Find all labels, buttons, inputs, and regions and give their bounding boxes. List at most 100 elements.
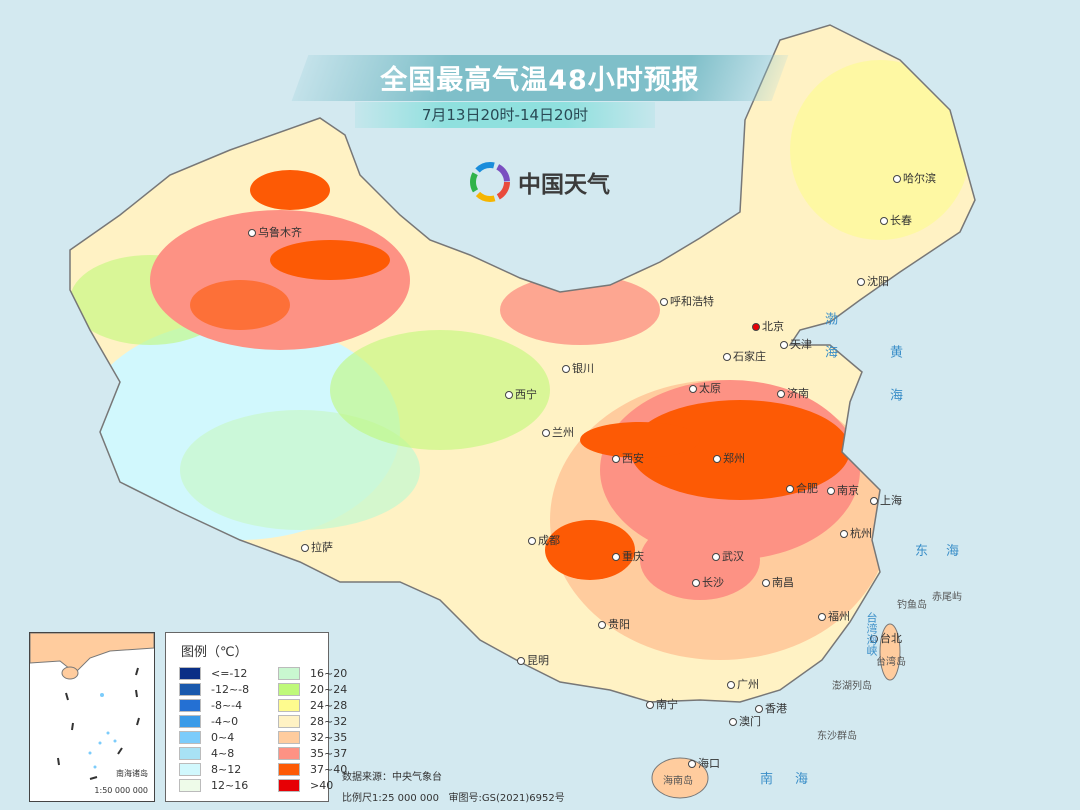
city-marker-icon xyxy=(777,390,785,398)
sea-label: 台湾海峡 xyxy=(865,612,878,656)
legend-swatch xyxy=(179,731,201,744)
city-name: 海口 xyxy=(698,757,720,770)
legend-label: 8~12 xyxy=(211,763,242,776)
city-label: 北京 xyxy=(752,318,784,334)
inner-mongolia-hot-zone xyxy=(500,275,660,345)
city-label: 长春 xyxy=(880,212,912,228)
legend-item: >40 xyxy=(278,779,333,792)
data-source: 数据来源：中央气象台 xyxy=(342,772,442,783)
city-marker-icon xyxy=(660,298,668,306)
inset-scale: 1:50 000 000 xyxy=(94,786,148,795)
legend-swatch xyxy=(278,731,300,744)
city-marker-icon xyxy=(870,635,878,643)
city-marker-icon xyxy=(562,365,570,373)
city-name: 西宁 xyxy=(515,388,537,401)
city-marker-icon xyxy=(818,613,826,621)
city-name: 重庆 xyxy=(622,550,644,563)
logo-text: 中国天气 xyxy=(518,172,610,198)
legend-item: -12~-8 xyxy=(179,683,249,696)
henan-very-hot-zone xyxy=(630,400,850,500)
city-marker-icon xyxy=(840,530,848,538)
city-name: 上海 xyxy=(880,494,902,507)
legend-label: -4~0 xyxy=(211,715,239,728)
legend-item: 32~35 xyxy=(278,731,347,744)
city-label: 杭州 xyxy=(840,525,872,541)
city-label: 合肥 xyxy=(786,480,818,496)
city-name: 香港 xyxy=(765,702,787,715)
legend-item: 20~24 xyxy=(278,683,347,696)
sichuan-hot-zone xyxy=(545,520,635,580)
city-marker-icon xyxy=(713,455,721,463)
city-name: 长沙 xyxy=(702,576,724,589)
city-name: 武汉 xyxy=(722,550,744,563)
city-label: 昆明 xyxy=(517,652,549,668)
city-marker-icon xyxy=(780,341,788,349)
city-name: 南昌 xyxy=(772,576,794,589)
legend-swatch xyxy=(179,667,201,680)
legend-label: 32~35 xyxy=(310,731,348,744)
city-name: 郑州 xyxy=(723,452,745,465)
legend: 图例（℃） <=-12 -12~-8 -8~-4 -4~0 0~4 4~8 8~12 12~1… xyxy=(165,632,347,802)
city-label: 太原 xyxy=(689,380,721,396)
city-name: 石家庄 xyxy=(733,350,766,363)
legend-item: 0~4 xyxy=(179,731,234,744)
subtitle-band xyxy=(355,102,655,128)
city-marker-icon xyxy=(893,175,901,183)
city-marker-icon xyxy=(689,385,697,393)
city-marker-icon xyxy=(752,323,760,331)
city-label: 澳门 xyxy=(729,713,761,729)
city-label: 南京 xyxy=(827,482,859,498)
legend-label: <=-12 xyxy=(211,667,248,680)
city-name: 合肥 xyxy=(796,482,818,495)
approval-number: 审图号:GS(2021)6952号 xyxy=(448,793,565,804)
city-marker-icon xyxy=(646,701,654,709)
city-marker-icon xyxy=(505,391,513,399)
city-marker-icon xyxy=(827,487,835,495)
scale-and-approval: 比例尺1:25 000 000 审图号:GS(2021)6952号 xyxy=(342,789,565,804)
city-marker-icon xyxy=(301,544,309,552)
island-dongsha: 东沙群岛 xyxy=(817,731,857,742)
city-label: 呼和浩特 xyxy=(660,293,714,309)
legend-swatch xyxy=(278,699,300,712)
legend-label: 24~28 xyxy=(310,699,348,712)
city-marker-icon xyxy=(870,497,878,505)
city-marker-icon xyxy=(857,278,865,286)
city-name: 呼和浩特 xyxy=(670,295,714,308)
city-label: 兰州 xyxy=(542,424,574,440)
city-name: 西安 xyxy=(622,452,644,465)
city-label: 济南 xyxy=(777,385,809,401)
city-name: 哈尔滨 xyxy=(903,172,936,185)
city-marker-icon xyxy=(880,217,888,225)
city-name: 北京 xyxy=(762,320,784,333)
city-label: 沈阳 xyxy=(857,273,889,289)
city-marker-icon xyxy=(517,657,525,665)
north-xinjiang-hot-zone xyxy=(250,170,330,210)
legend-swatch xyxy=(179,683,201,696)
city-label: 石家庄 xyxy=(723,348,766,364)
turpan-hot-zone xyxy=(270,240,390,280)
legend-label: 37~40 xyxy=(310,763,348,776)
city-label: 西宁 xyxy=(505,386,537,402)
city-label: 武汉 xyxy=(712,548,744,564)
city-label: 海口 xyxy=(688,755,720,771)
legend-swatch xyxy=(179,715,201,728)
legend-label: 12~16 xyxy=(211,779,249,792)
city-name: 拉萨 xyxy=(311,541,333,554)
legend-swatch xyxy=(179,763,201,776)
city-marker-icon xyxy=(727,681,735,689)
city-name: 太原 xyxy=(699,382,721,395)
legend-swatch xyxy=(278,683,300,696)
plateau-zone xyxy=(180,410,420,530)
city-label: 长沙 xyxy=(692,574,724,590)
legend-label: -8~-4 xyxy=(211,699,243,712)
map-title: 全国最高气温48小时预报 xyxy=(380,65,700,96)
city-label: 成都 xyxy=(528,532,560,548)
legend-item: -4~0 xyxy=(179,715,238,728)
legend-label: 35~37 xyxy=(310,747,348,760)
legend-item: -8~-4 xyxy=(179,699,242,712)
legend-label: 0~4 xyxy=(211,731,235,744)
legend-item: 16~20 xyxy=(278,667,347,680)
city-label: 广州 xyxy=(727,676,759,692)
legend-swatch xyxy=(278,779,300,792)
